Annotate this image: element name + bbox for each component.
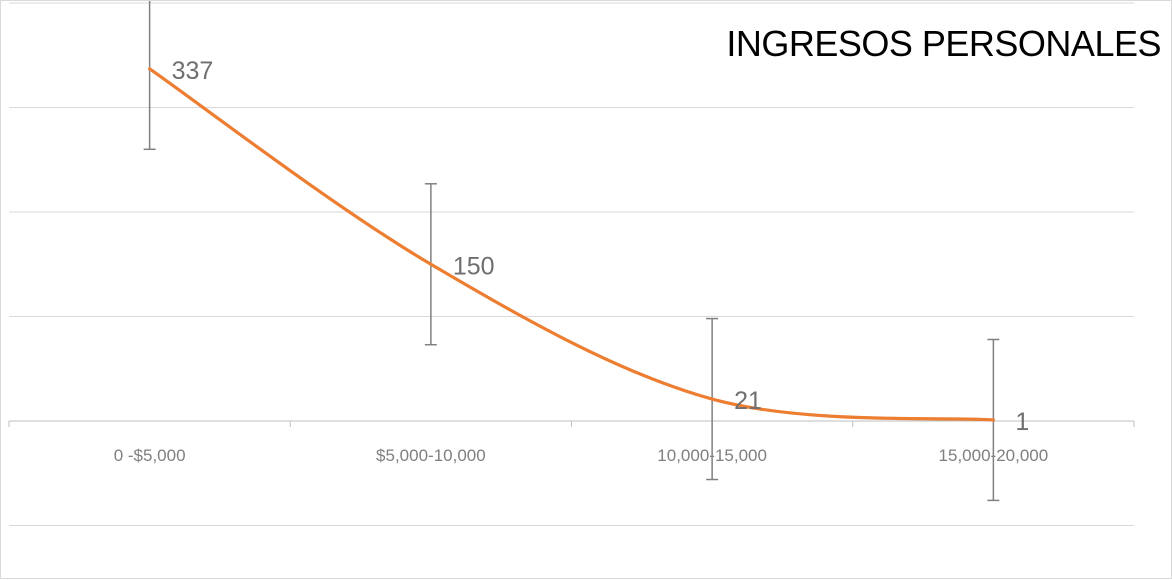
chart-title: INGRESOS PERSONALES: [726, 23, 1161, 64]
data-labels: 337 150 21 1: [172, 57, 1030, 436]
data-label: 21: [734, 387, 762, 415]
gridlines: [9, 2, 1134, 526]
category-axis: 0 -$5,000 $5,000-10,000 10,000-15,000 15,00…: [8, 420, 1135, 465]
data-label: 337: [172, 57, 214, 85]
series-line-group: [148, 67, 995, 422]
data-label: 150: [453, 252, 495, 280]
series-line: [148, 67, 995, 422]
x-tick-label: $5,000-10,000: [376, 446, 486, 465]
x-tick-label: 0 -$5,000: [114, 446, 186, 465]
data-label: 1: [1015, 408, 1029, 436]
